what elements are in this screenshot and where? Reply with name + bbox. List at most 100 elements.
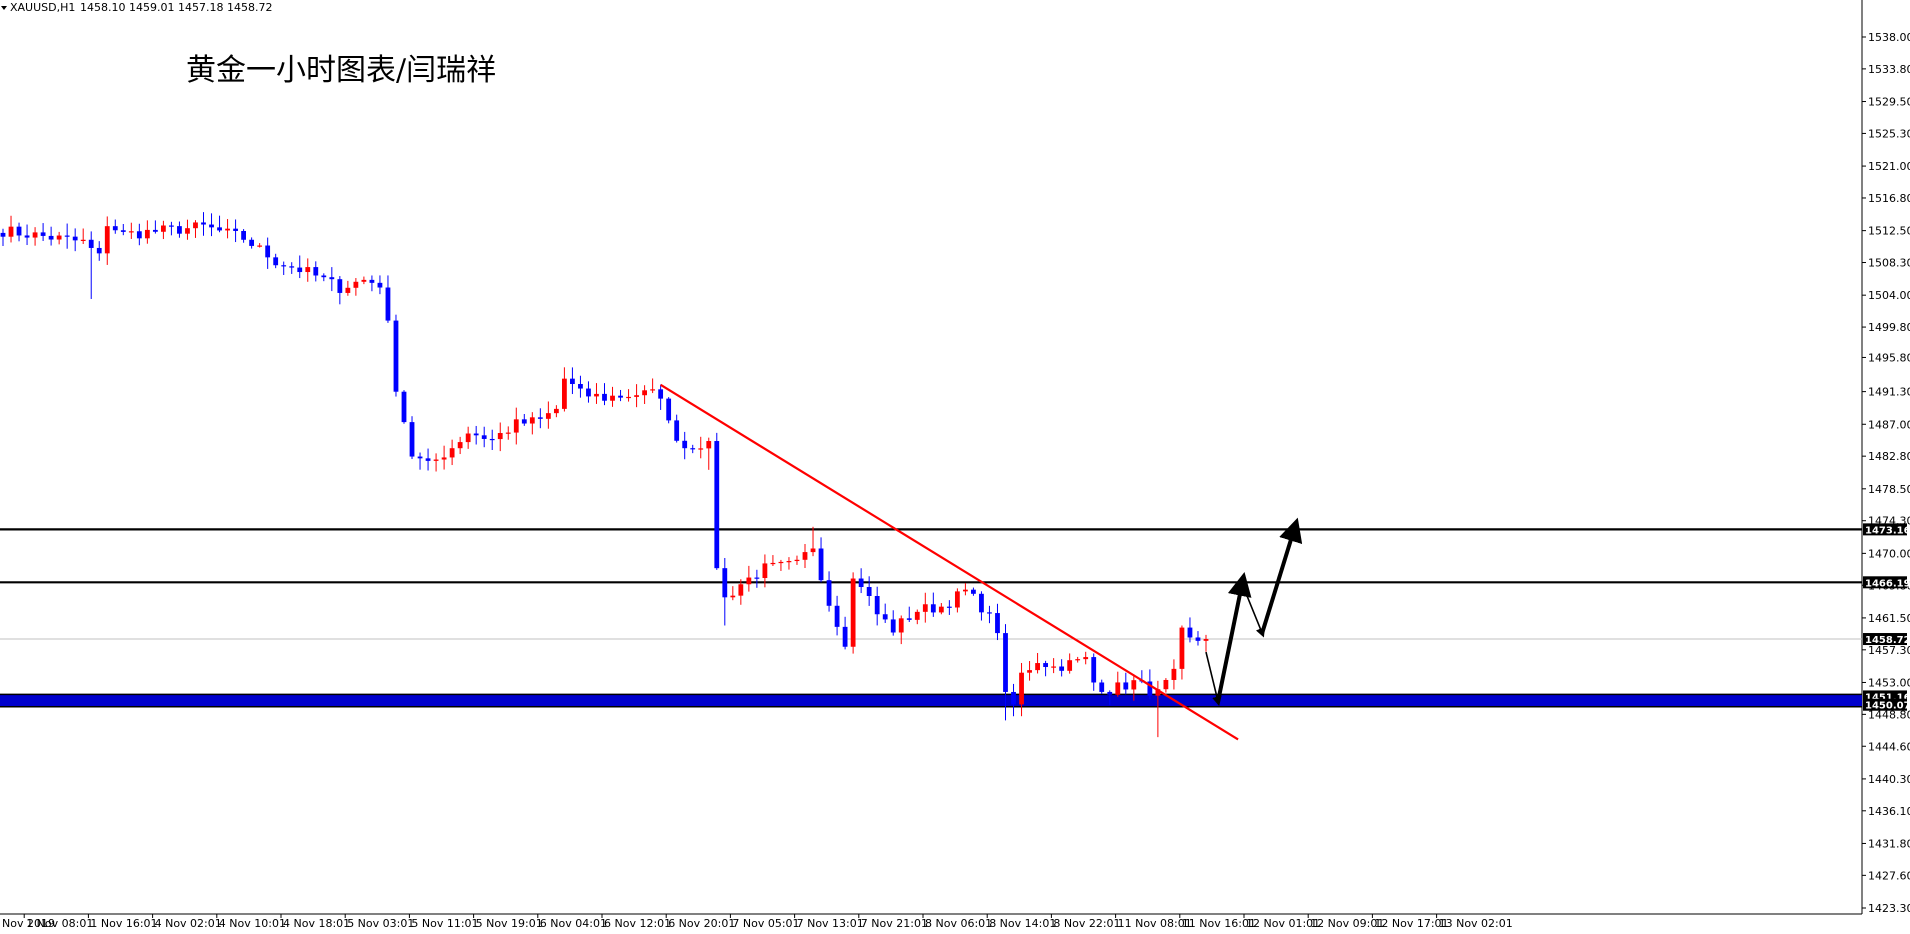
candle-body: [313, 267, 319, 276]
current-price-badge: 1458.72: [1865, 635, 1910, 646]
candle: [610, 386, 615, 407]
candle-body: [545, 413, 551, 419]
candle-body: [578, 384, 583, 389]
candle: [489, 429, 495, 450]
candle-body: [32, 232, 38, 238]
candle-body: [465, 433, 471, 443]
candle: [537, 408, 543, 429]
price-tick-label: 1512.50: [1868, 225, 1910, 238]
candle: [353, 278, 359, 296]
candle-body: [361, 279, 367, 282]
candle: [120, 223, 126, 236]
candle: [393, 314, 399, 397]
candle-body: [882, 614, 888, 620]
price-tick-label: 1529.50: [1868, 96, 1910, 109]
candle: [1003, 624, 1008, 721]
candle: [1115, 671, 1121, 697]
candle-body: [385, 287, 391, 321]
candle-body: [289, 266, 295, 268]
candle: [0, 228, 6, 246]
price-tick-label: 1427.60: [1868, 869, 1910, 882]
candle: [1059, 659, 1065, 677]
projection-arrows-group: [1205, 517, 1303, 707]
candle: [930, 592, 936, 617]
candle: [586, 381, 591, 403]
time-tick-label: 6 Nov 04:01: [540, 917, 607, 930]
candle: [866, 576, 872, 606]
candle-body: [1123, 682, 1129, 690]
time-tick-label: 1 Nov 16:01: [90, 917, 157, 930]
price-tick-label: 1495.80: [1868, 351, 1910, 364]
candle: [898, 615, 904, 645]
candle: [481, 426, 487, 448]
price-tick-label: 1482.80: [1868, 450, 1910, 463]
candle-body: [762, 563, 768, 579]
candle-body: [489, 438, 495, 441]
level-price-badge: 1473.16: [1865, 525, 1910, 536]
candle-body: [80, 239, 86, 241]
candle: [1083, 651, 1089, 665]
candle: [497, 422, 503, 452]
candle: [682, 431, 688, 460]
candle-body: [417, 456, 423, 459]
candle-body: [521, 419, 527, 424]
candle-body: [995, 613, 1000, 634]
price-tick-label: 1453.00: [1868, 676, 1910, 689]
candle: [666, 397, 672, 424]
candle-body: [1043, 663, 1048, 668]
time-tick-label: 1 Nov 08:01: [26, 917, 93, 930]
candle: [1075, 656, 1081, 663]
candle: [730, 586, 736, 601]
candle-body: [128, 231, 134, 233]
candle: [321, 273, 327, 282]
candle-body: [377, 282, 383, 288]
candle-body: [120, 230, 126, 232]
candle-body: [297, 267, 303, 273]
candle-body: [513, 419, 519, 433]
candle-body: [497, 433, 503, 440]
candle-body: [104, 226, 110, 254]
candle-body: [249, 239, 255, 246]
candle: [313, 261, 319, 282]
candle: [273, 253, 279, 269]
time-tick-label: 8 Nov 06:01: [925, 917, 992, 930]
candle: [161, 220, 166, 240]
candle: [762, 554, 768, 588]
candle-body: [209, 224, 214, 228]
time-tick-label: 4 Nov 18:01: [283, 917, 350, 930]
candle: [64, 223, 70, 249]
candle: [778, 559, 784, 571]
time-tick-label: 6 Nov 12:01: [604, 917, 671, 930]
price-tick-label: 1491.30: [1868, 386, 1910, 399]
candle-body: [738, 584, 744, 596]
price-tick-label: 1508.30: [1868, 257, 1910, 270]
candle-body: [650, 389, 656, 391]
candle: [818, 537, 824, 583]
candle: [281, 261, 287, 276]
dropdown-triangle-icon[interactable]: [1, 6, 7, 10]
price-tick-label: 1448.80: [1868, 708, 1910, 721]
candle-body: [161, 225, 166, 232]
candle-body: [586, 388, 591, 397]
time-tick-label: 12 Nov 09:01: [1310, 917, 1384, 930]
candle: [954, 588, 960, 613]
candle: [746, 565, 752, 592]
candle: [914, 609, 920, 625]
candle: [449, 439, 455, 466]
candle: [850, 572, 856, 654]
candle: [1123, 672, 1129, 695]
candle-body: [0, 232, 6, 237]
candle: [570, 367, 575, 395]
candle-body: [1179, 627, 1185, 669]
candle-body: [353, 281, 359, 288]
candle: [48, 226, 54, 246]
candle: [257, 243, 263, 248]
time-tick-label: 5 Nov 11:01: [411, 917, 478, 930]
price-tick-label: 1499.80: [1868, 321, 1910, 334]
candle: [987, 605, 992, 624]
candle-body: [185, 228, 190, 234]
candle-body: [64, 235, 70, 237]
candle-body: [1011, 691, 1016, 705]
candle: [265, 237, 271, 269]
